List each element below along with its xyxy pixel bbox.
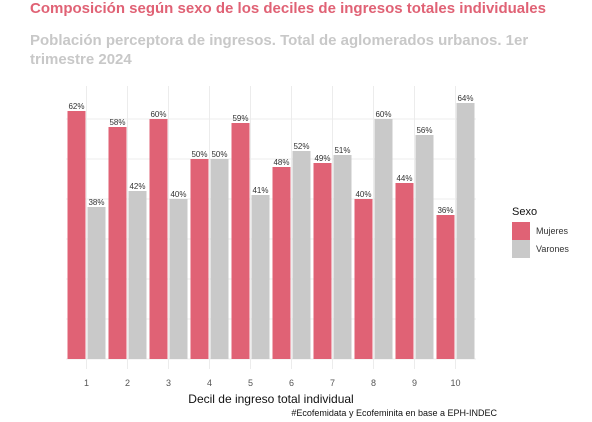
legend-label-varones: Varones [536, 244, 569, 254]
x-tick-label: 3 [166, 378, 171, 388]
x-tick-label: 7 [330, 378, 335, 388]
bar-varones-decil-5 [251, 195, 270, 359]
legend-swatch-mujeres [512, 222, 530, 240]
bar-label-mujeres-decil-7: 49% [314, 154, 330, 163]
bar-label-varones-decil-7: 51% [334, 146, 350, 155]
chart-title: Composición según sexo de los deciles de… [30, 0, 546, 17]
x-tick-labels: 1 2 3 4 5 6 7 8 9 10 [84, 378, 461, 388]
legend-label-mujeres: Mujeres [536, 226, 569, 236]
bar-mujeres-decil-5 [231, 123, 250, 359]
bar-label-mujeres-decil-4: 50% [191, 150, 207, 159]
bars [67, 103, 475, 359]
chart-subtitle: Población perceptora de ingresos. Total … [30, 32, 529, 68]
bar-label-mujeres-decil-5: 59% [232, 114, 248, 123]
bar-mujeres-decil-7 [313, 163, 332, 359]
bar-mujeres-decil-1 [67, 111, 86, 359]
bar-labels: 62% 38% 58% 42% 60% 40% 50% 50% 59% 41% 48% 52% 49% 5… [68, 94, 473, 215]
bar-mujeres-decil-9 [395, 183, 414, 359]
bar-label-varones-decil-5: 41% [252, 186, 268, 195]
bar-label-varones-decil-4: 50% [211, 150, 227, 159]
bar-varones-decil-3 [169, 199, 188, 359]
bar-label-varones-decil-6: 52% [293, 142, 309, 151]
bar-label-mujeres-decil-10: 36% [437, 206, 453, 215]
bar-label-varones-decil-1: 38% [88, 198, 104, 207]
bar-label-varones-decil-8: 60% [375, 110, 391, 119]
bar-varones-decil-8 [374, 119, 393, 359]
x-tick-label: 9 [412, 378, 417, 388]
bar-label-mujeres-decil-1: 62% [68, 102, 84, 111]
x-tick-label: 10 [450, 378, 460, 388]
x-tick-label: 8 [371, 378, 376, 388]
x-tick-label: 6 [289, 378, 294, 388]
bar-label-mujeres-decil-3: 60% [150, 110, 166, 119]
bar-label-varones-decil-10: 64% [457, 94, 473, 103]
chart-caption: #Ecofemidata y Ecofeminita en base a EPH… [291, 408, 497, 418]
bar-varones-decil-1 [87, 207, 106, 359]
bar-mujeres-decil-3 [149, 119, 168, 359]
legend-swatch-varones [512, 240, 530, 258]
bar-varones-decil-10 [456, 103, 475, 359]
bar-label-mujeres-decil-6: 48% [273, 158, 289, 167]
bar-label-mujeres-decil-8: 40% [355, 190, 371, 199]
gridlines [66, 86, 476, 369]
bar-label-varones-decil-2: 42% [129, 182, 145, 191]
x-tick-label: 5 [248, 378, 253, 388]
bar-mujeres-decil-10 [436, 215, 455, 359]
bar-varones-decil-7 [333, 155, 352, 359]
bar-mujeres-decil-2 [108, 127, 127, 359]
legend-title: Sexo [512, 206, 537, 218]
bar-varones-decil-2 [128, 191, 147, 359]
bar-mujeres-decil-6 [272, 167, 291, 359]
bar-varones-decil-9 [415, 135, 434, 359]
x-axis-title: Decil de ingreso total individual [188, 392, 353, 406]
x-tick-label: 4 [207, 378, 212, 388]
bar-varones-decil-4 [210, 159, 229, 359]
bar-label-varones-decil-9: 56% [416, 126, 432, 135]
x-tick-label: 2 [125, 378, 130, 388]
bar-mujeres-decil-4 [190, 159, 209, 359]
bar-mujeres-decil-8 [354, 199, 373, 359]
bar-label-mujeres-decil-9: 44% [396, 174, 412, 183]
bar-varones-decil-6 [292, 151, 311, 359]
bar-label-varones-decil-3: 40% [170, 190, 186, 199]
x-tick-label: 1 [84, 378, 89, 388]
legend: Sexo Mujeres Varones [512, 206, 569, 258]
bar-label-mujeres-decil-2: 58% [109, 118, 125, 127]
